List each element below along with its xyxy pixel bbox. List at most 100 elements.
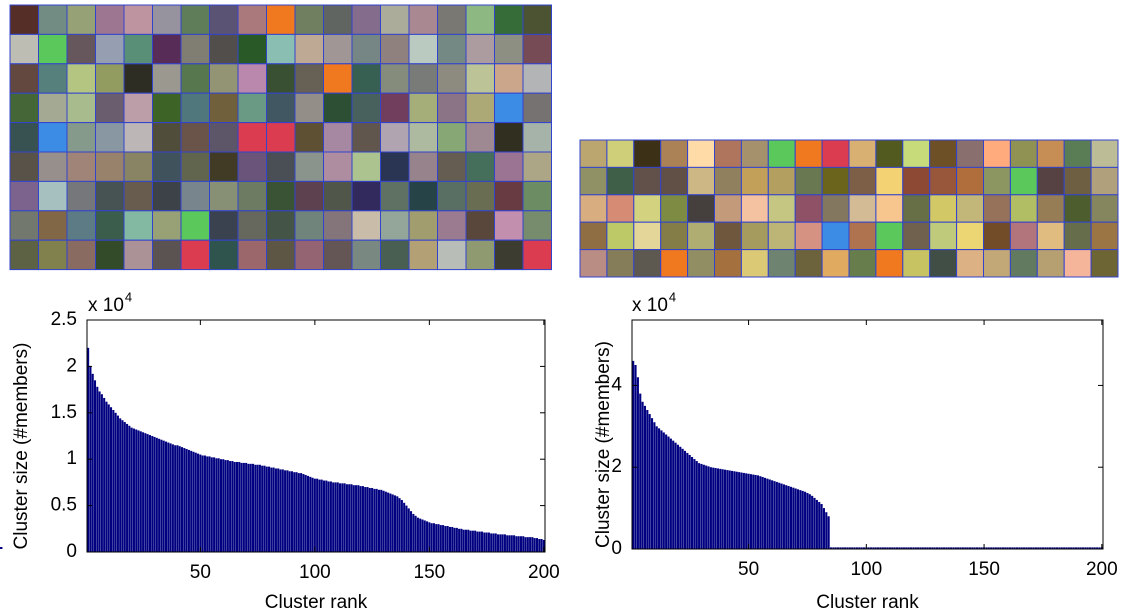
thumbnail	[438, 240, 467, 269]
bar	[314, 479, 316, 552]
bar	[499, 534, 501, 552]
bar	[279, 469, 281, 552]
bar	[110, 407, 112, 552]
bar	[121, 420, 123, 552]
bar	[465, 530, 467, 552]
bar	[755, 475, 757, 549]
thumbnail	[930, 140, 957, 167]
thumbnail	[67, 123, 96, 152]
bar	[330, 481, 332, 552]
bar	[192, 452, 194, 552]
thumbnail	[295, 64, 324, 93]
bar	[174, 445, 176, 552]
bar	[355, 485, 357, 552]
thumbnail	[930, 167, 957, 194]
bar	[147, 434, 149, 552]
thumbnail	[67, 34, 96, 63]
thumbnail	[96, 93, 125, 122]
bar	[268, 467, 270, 552]
axis-multiplier: x 10	[632, 295, 668, 316]
thumbnail	[153, 181, 182, 210]
bar	[712, 468, 714, 549]
thumbnail	[849, 250, 876, 277]
thumbnail	[580, 250, 607, 277]
thumbnail	[438, 34, 467, 63]
bar	[225, 460, 227, 552]
bar	[160, 440, 162, 552]
bar	[172, 444, 174, 552]
bar	[341, 483, 343, 552]
thumbnail	[181, 152, 210, 181]
thumbnail	[495, 5, 524, 34]
bar	[334, 482, 336, 552]
bar	[534, 538, 536, 552]
bar	[691, 457, 693, 549]
thumbnail	[409, 93, 438, 122]
bar	[348, 484, 350, 552]
thumbnail	[238, 5, 267, 34]
thumbnail	[352, 64, 381, 93]
thumbnail	[795, 250, 822, 277]
thumbnail	[523, 5, 552, 34]
x-axis-label: Cluster rank	[265, 592, 368, 613]
bar	[479, 532, 481, 552]
thumbnail	[381, 123, 410, 152]
bar	[202, 455, 204, 552]
thumbnail	[10, 64, 39, 93]
figure: 00.511.522.550100150200Cluster rankClust…	[0, 0, 1133, 616]
thumbnail	[466, 123, 495, 152]
thumbnail	[67, 5, 96, 34]
bar	[190, 451, 192, 552]
thumbnail	[930, 222, 957, 249]
bar	[369, 488, 371, 552]
bar	[286, 470, 288, 552]
thumbnail	[876, 167, 903, 194]
thumbnail	[181, 240, 210, 269]
bar	[137, 430, 139, 552]
thumbnail	[238, 240, 267, 269]
bar	[778, 483, 780, 549]
thumbnail	[324, 211, 353, 240]
thumbnail	[210, 181, 239, 210]
y-tick-label: 1.5	[51, 402, 77, 423]
thumbnail	[352, 34, 381, 63]
thumbnail	[67, 64, 96, 93]
thumbnail	[523, 240, 552, 269]
x-tick-label: 200	[1086, 559, 1118, 580]
bar	[693, 459, 695, 549]
bar	[653, 422, 655, 549]
bar	[199, 455, 201, 552]
thumbnail	[295, 123, 324, 152]
bar	[394, 495, 396, 552]
bar	[337, 482, 339, 552]
bar	[752, 475, 754, 549]
thumbnail	[381, 211, 410, 240]
thumbnail	[741, 167, 768, 194]
thumbnail	[10, 123, 39, 152]
bar	[667, 437, 669, 549]
thumbnail	[324, 240, 353, 269]
thumbnail	[1010, 250, 1037, 277]
thumbnail	[466, 34, 495, 63]
thumbnail	[39, 5, 68, 34]
bar	[215, 458, 217, 552]
thumbnail	[495, 240, 524, 269]
bar	[757, 475, 759, 549]
bar	[396, 496, 398, 552]
bar	[527, 537, 529, 552]
bar	[799, 490, 801, 549]
bar	[639, 394, 641, 549]
bar	[797, 489, 799, 549]
thumbnail	[903, 222, 930, 249]
bar	[780, 484, 782, 549]
thumbnail	[153, 123, 182, 152]
bar	[806, 493, 808, 549]
thumbnail	[495, 93, 524, 122]
bar	[332, 482, 334, 552]
bar	[291, 471, 293, 552]
thumbnail	[795, 167, 822, 194]
thumbnail	[10, 5, 39, 34]
bar	[364, 487, 366, 552]
y-tick-label: 2.5	[51, 309, 77, 330]
bar	[133, 429, 135, 552]
